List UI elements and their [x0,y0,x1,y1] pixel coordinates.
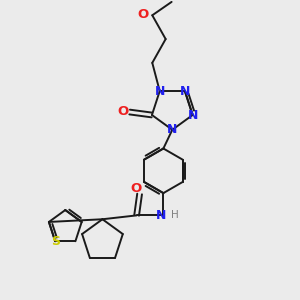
Text: H: H [171,210,179,220]
Text: N: N [156,209,166,222]
Text: S: S [51,235,60,248]
Text: N: N [167,123,178,136]
Text: N: N [188,109,198,122]
Text: O: O [138,8,149,21]
Text: O: O [130,182,142,195]
Text: N: N [180,85,190,98]
Text: O: O [118,105,129,118]
Text: N: N [154,85,165,98]
